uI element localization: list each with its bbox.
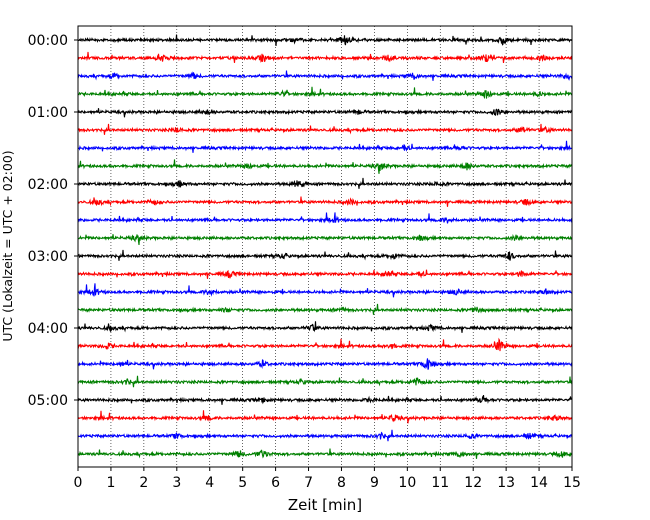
trace-0345 <box>77 303 573 315</box>
seismic-traces <box>77 34 573 459</box>
x-tick-label: 3 <box>172 475 181 491</box>
trace-0130 <box>77 140 573 153</box>
x-tick-label: 1 <box>106 475 115 491</box>
y-tick-label: 00:00 <box>28 33 68 49</box>
y-tick-label: 03:00 <box>28 249 68 265</box>
x-tick-label: 7 <box>304 475 313 491</box>
trace-0400 <box>77 321 573 333</box>
plot-frame <box>77 25 573 468</box>
x-tick-label: 2 <box>139 475 148 491</box>
trace-0015 <box>77 51 573 63</box>
x-tick-label: 4 <box>205 475 214 491</box>
y-axis-ticks: 00:00 01:00 02:00 03:00 04:00 05:00 <box>28 33 78 409</box>
trace-0230 <box>77 212 573 224</box>
y-axis-label: UTC (Lokalzeit = UTC + 02:00) <box>0 150 15 341</box>
x-tick-label: 0 <box>74 475 83 491</box>
trace-0145 <box>77 159 573 174</box>
trace-0515 <box>77 410 573 424</box>
trace-0315 <box>77 269 573 279</box>
trace-0415 <box>77 337 573 352</box>
y-tick-label: 05:00 <box>28 393 68 409</box>
trace-0530 <box>77 429 573 442</box>
trace-0030 <box>77 70 573 81</box>
y-tick-label: 01:00 <box>28 105 68 121</box>
x-tick-label: 5 <box>238 475 247 491</box>
y-tick-label: 02:00 <box>28 177 68 193</box>
trace-0430 <box>77 358 573 370</box>
trace-0045 <box>77 86 573 100</box>
trace-0115 <box>77 123 573 135</box>
x-axis-ticks: 0 1 2 3 4 5 6 7 8 9 10 11 12 13 14 15 <box>74 467 581 491</box>
trace-0300 <box>77 249 573 261</box>
x-tick-label: 12 <box>464 475 482 491</box>
y-tick-label: 04:00 <box>28 321 68 337</box>
trace-0445 <box>77 375 573 388</box>
x-tick-label: 9 <box>370 475 379 491</box>
trace-0215 <box>77 196 573 207</box>
x-tick-label: 8 <box>337 475 346 491</box>
x-tick-label: 6 <box>271 475 280 491</box>
x-tick-label: 10 <box>398 475 416 491</box>
x-tick-label: 11 <box>431 475 449 491</box>
trace-0330 <box>77 283 573 298</box>
trace-0100 <box>77 108 573 118</box>
x-tick-label: 14 <box>530 475 548 491</box>
trace-0545 <box>77 448 573 459</box>
x-tick-label: 15 <box>563 475 581 491</box>
x-tick-label: 13 <box>497 475 515 491</box>
trace-0000 <box>77 34 573 46</box>
trace-0200 <box>77 177 573 189</box>
trace-0245 <box>77 233 573 245</box>
x-axis-label: Zeit [min] <box>288 496 362 514</box>
trace-0500 <box>77 394 573 405</box>
